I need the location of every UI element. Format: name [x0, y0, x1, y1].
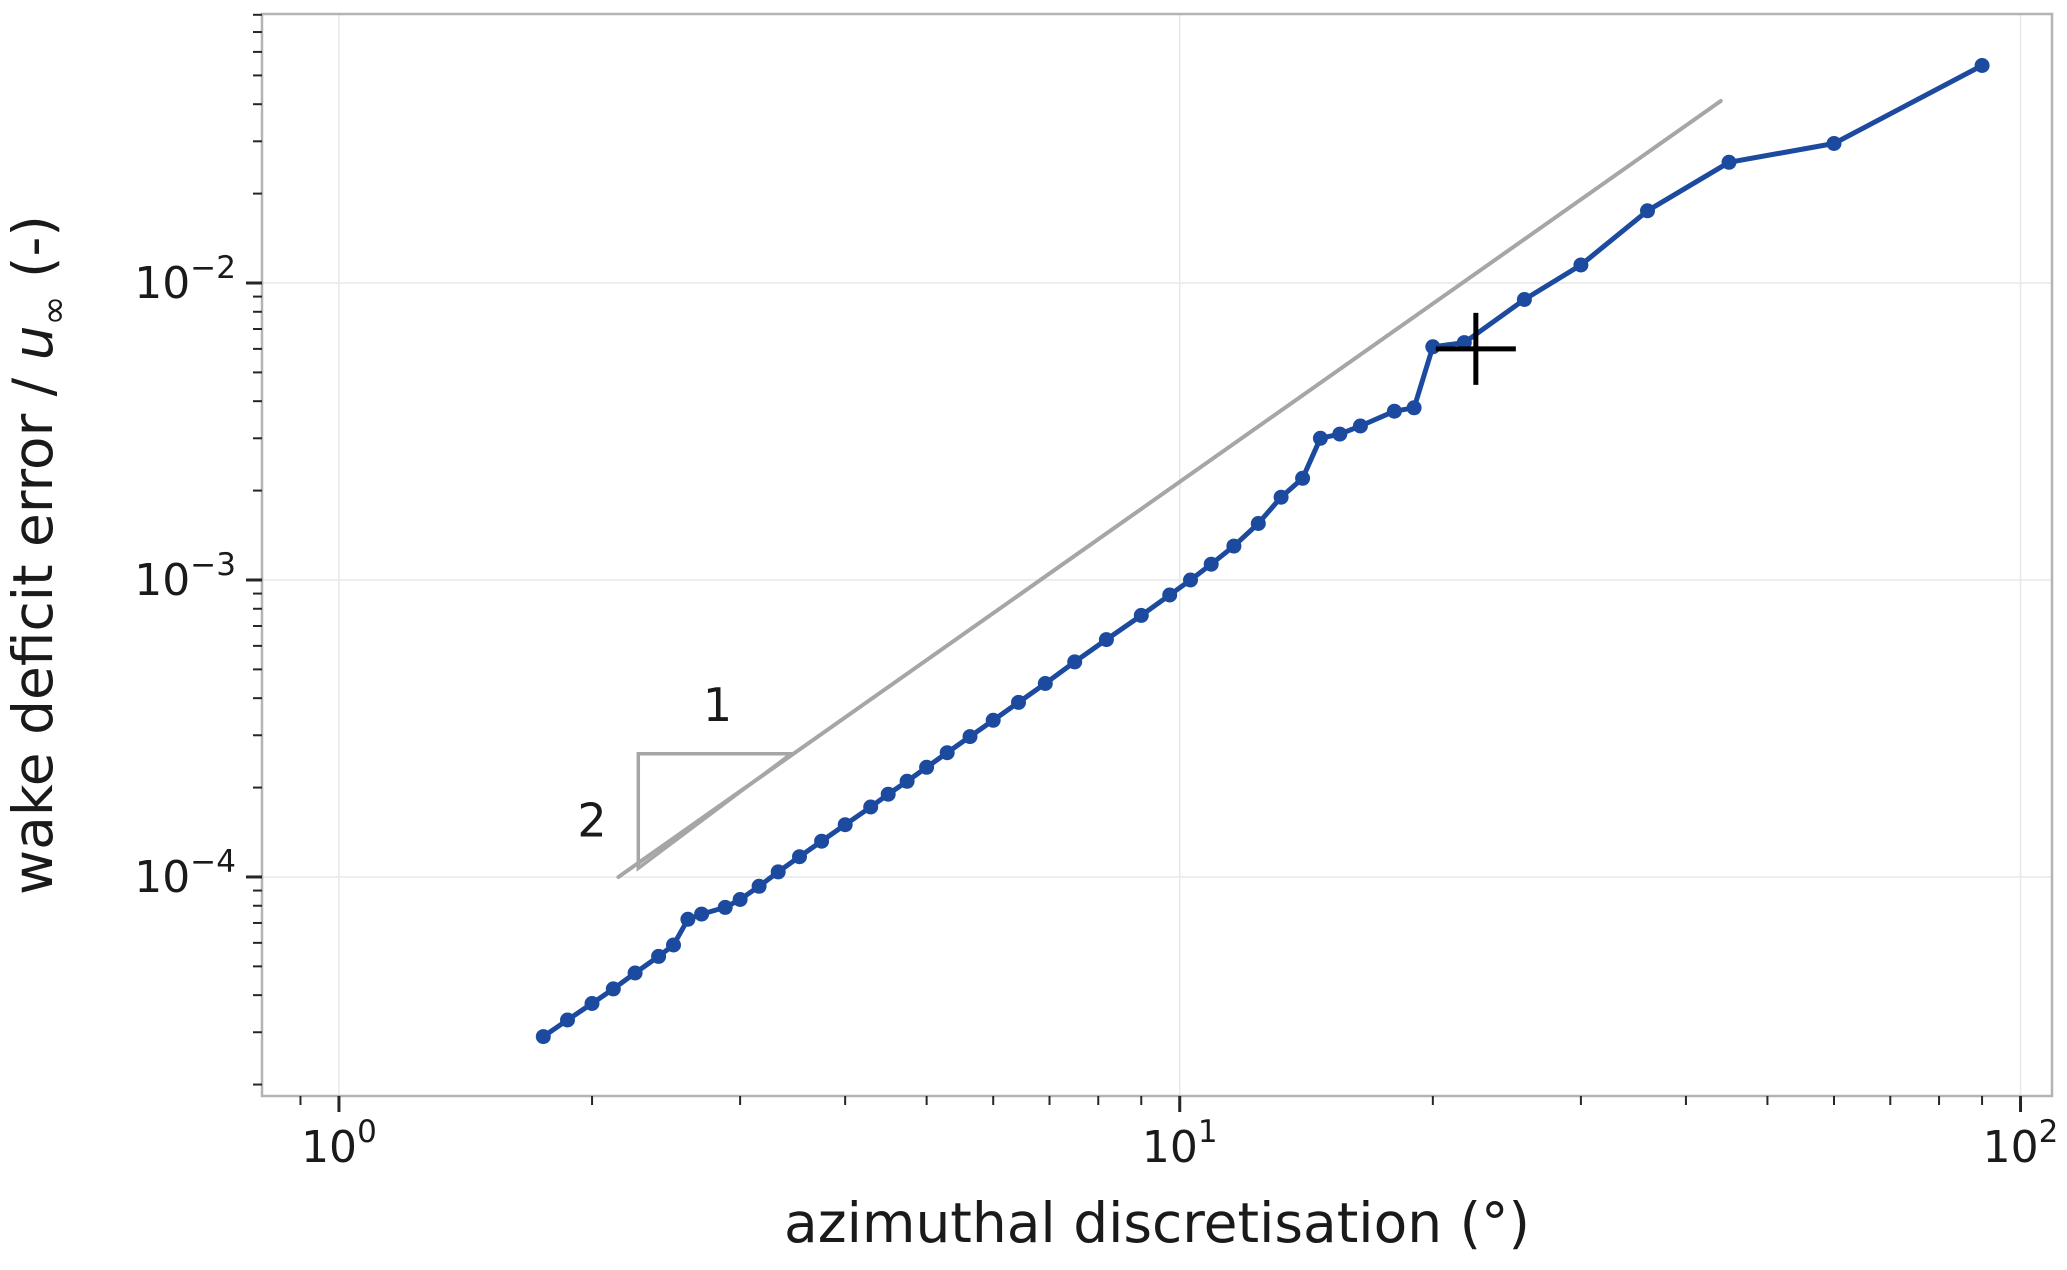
data-point — [751, 878, 767, 894]
data-point — [1332, 426, 1348, 442]
data-point — [584, 996, 600, 1011]
data-point — [1826, 136, 1842, 151]
slope-triangle-run-label: 1 — [703, 678, 732, 732]
y-axis-label: wake deficit error / u∞ (-) — [1, 215, 75, 895]
data-point — [1011, 694, 1026, 710]
axes-box — [260, 12, 2054, 1098]
data-point — [1203, 556, 1219, 572]
data-point — [837, 817, 853, 833]
data-point — [666, 937, 681, 953]
data-point — [1037, 676, 1053, 691]
data-point — [535, 1029, 551, 1045]
slope-2-reference-line — [616, 99, 1723, 879]
data-point — [627, 965, 643, 981]
data-point — [717, 899, 733, 915]
data-point — [985, 712, 1001, 728]
data-point — [1067, 654, 1083, 670]
slope-triangle — [636, 751, 797, 872]
data-point — [1183, 572, 1198, 588]
data-point — [1573, 257, 1589, 273]
data-point — [651, 948, 667, 964]
data-point — [919, 759, 935, 775]
data-point — [863, 799, 879, 815]
x-tick-label: 102 — [1983, 1114, 2059, 1173]
data-point — [1974, 58, 1990, 73]
y-tick-label: 10−3 — [134, 547, 236, 606]
data-point — [1295, 470, 1311, 486]
plot-background — [262, 14, 2052, 1096]
data-point — [1721, 154, 1737, 170]
data-point — [939, 745, 955, 761]
x-tick-label: 100 — [301, 1114, 377, 1173]
data-point — [1456, 335, 1472, 351]
data-point — [770, 864, 786, 880]
data-point — [1640, 203, 1655, 219]
slope-triangle-rise-label: 2 — [577, 793, 606, 847]
data-point — [732, 892, 748, 907]
data-point — [1273, 489, 1289, 505]
data-point — [792, 849, 807, 865]
x-axis-label: azimuthal discretisation (°) — [784, 1191, 1530, 1255]
data-point — [880, 786, 896, 802]
data-point — [1098, 632, 1114, 648]
data-point — [560, 1012, 575, 1028]
data-point — [1516, 292, 1532, 307]
data-point — [1162, 587, 1178, 603]
data-point — [1352, 418, 1368, 434]
data-point — [1226, 538, 1242, 554]
y-tick-label: 10−2 — [134, 250, 236, 309]
y-tick-label: 10−4 — [134, 844, 236, 903]
data-point — [694, 906, 710, 922]
data-point — [1386, 403, 1402, 419]
data-point — [962, 729, 978, 745]
data-point — [605, 981, 621, 997]
data-point — [1312, 430, 1328, 446]
data-point — [899, 773, 915, 789]
data-point — [1250, 516, 1266, 531]
data-point — [1133, 607, 1149, 623]
x-tick-label: 101 — [1142, 1114, 1218, 1173]
data-point — [1406, 400, 1422, 416]
data-point — [814, 833, 830, 849]
data-point — [680, 911, 696, 927]
